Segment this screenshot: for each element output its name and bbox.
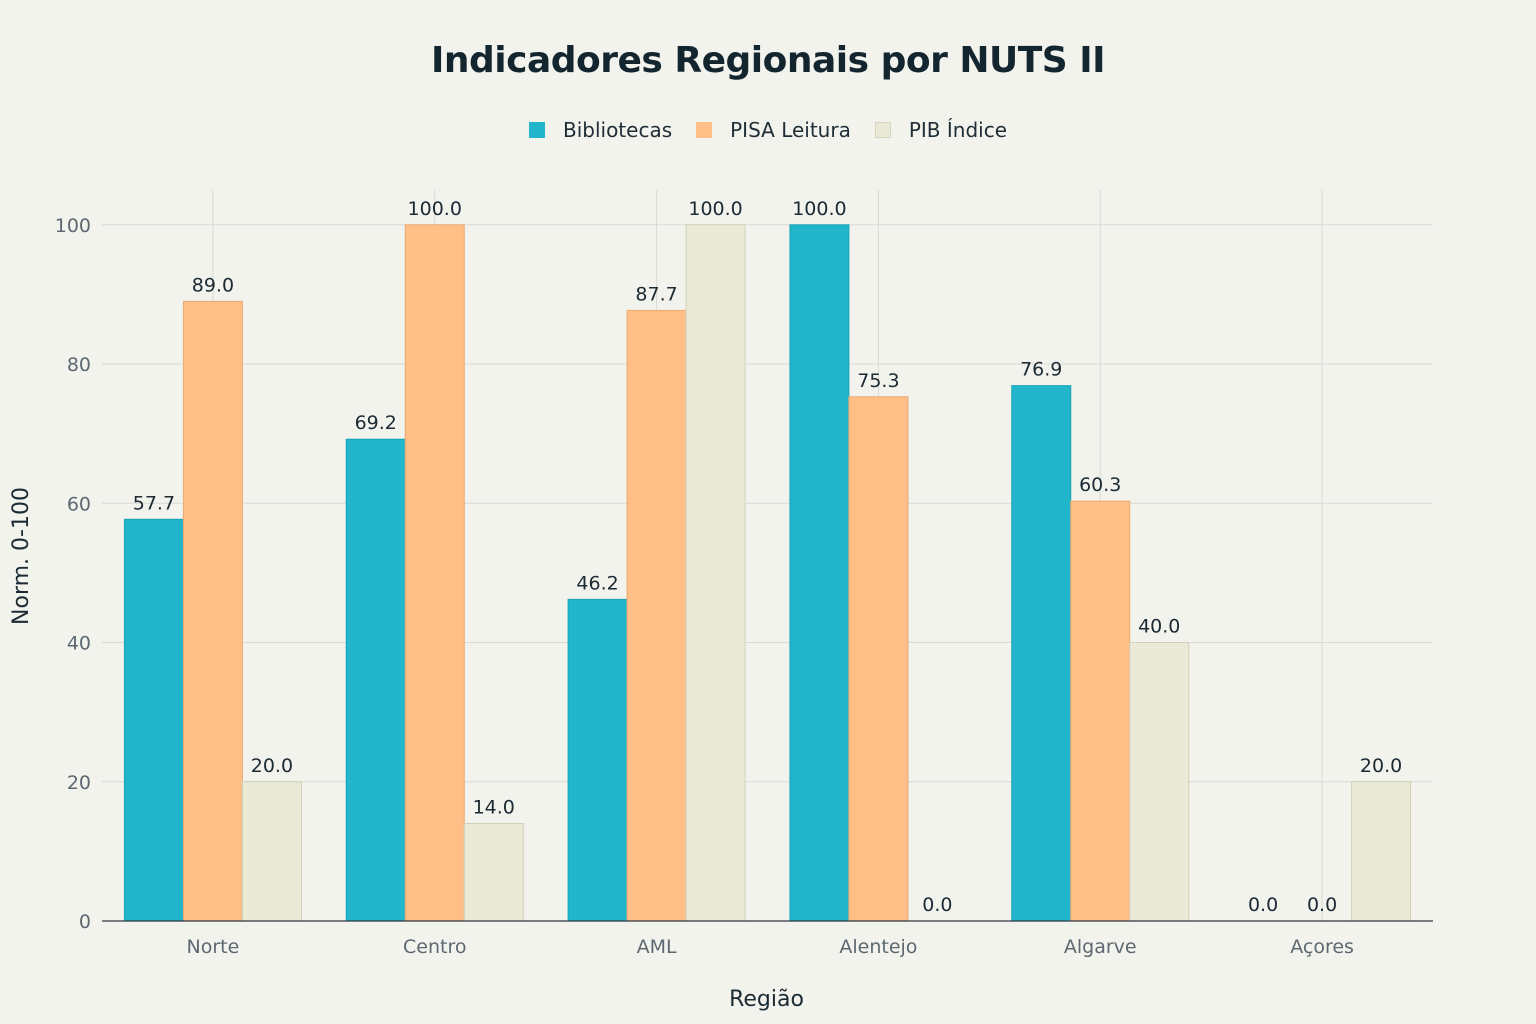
chart-title: Indicadores Regionais por NUTS II	[430, 40, 1106, 81]
bar-pisa-leitura-algarve	[1070, 500, 1131, 922]
value-label-pisa-leitura-algarve: 60.3	[1079, 474, 1121, 496]
bar-pisa-leitura-centro	[404, 224, 465, 922]
bar-pib-indice-aml	[685, 224, 746, 922]
y-tick-label-60: 60	[67, 493, 91, 515]
bar-bibliotecas-centro	[345, 438, 406, 922]
value-label-bibliotecas-alentejo: 100.0	[792, 198, 846, 220]
y-tick-label-100: 100	[55, 215, 91, 237]
x-tick-label-aml: AML	[637, 936, 677, 958]
y-tick-label-0: 0	[79, 911, 91, 933]
legend-label-bibliotecas: Bibliotecas	[562, 118, 673, 142]
legend-label-pib-indice: PIB Índice	[908, 118, 1008, 142]
value-label-bibliotecas-acores: 0.0	[1248, 894, 1278, 916]
x-tick-label-algarve: Algarve	[1064, 936, 1137, 958]
x-tick-label-acores: Açores	[1290, 936, 1354, 958]
legend-swatch-pib-indice	[874, 122, 891, 138]
x-tick-label-alentejo: Alentejo	[839, 936, 917, 958]
value-label-pisa-leitura-acores: 0.0	[1307, 894, 1337, 916]
x-tick-label-norte: Norte	[187, 936, 240, 958]
legend: Bibliotecas PISA Leitura PIB Índice	[0, 118, 1536, 142]
bar-bibliotecas-aml	[567, 598, 628, 922]
value-label-pib-indice-norte: 20.0	[251, 755, 293, 777]
value-label-pisa-leitura-norte: 89.0	[192, 274, 234, 296]
bar-bibliotecas-algarve	[1011, 385, 1072, 922]
value-label-pib-indice-centro: 14.0	[473, 797, 515, 819]
bar-pib-indice-acores	[1351, 781, 1412, 922]
legend-swatch-pisa-leitura	[696, 122, 713, 138]
y-tick-label-80: 80	[67, 354, 91, 376]
value-label-pib-indice-alentejo: 0.0	[922, 894, 952, 916]
bar-pisa-leitura-aml	[626, 309, 687, 922]
value-label-bibliotecas-centro: 69.2	[355, 412, 397, 434]
legend-item-pib-indice[interactable]: PIB Índice	[874, 118, 1008, 142]
bar-bibliotecas-norte	[123, 518, 184, 922]
value-label-pisa-leitura-centro: 100.0	[408, 198, 462, 220]
bar-pib-indice-centro	[463, 823, 524, 922]
bar-pib-indice-norte	[241, 781, 302, 922]
value-label-bibliotecas-algarve: 76.9	[1020, 359, 1062, 381]
y-axis-title: Norm. 0-100	[9, 487, 34, 625]
bar-pisa-leitura-alentejo	[848, 396, 909, 922]
y-tick-label-20: 20	[67, 772, 91, 794]
y-tick-label-40: 40	[67, 633, 91, 655]
x-axis-title: Região	[729, 987, 804, 1012]
legend-item-bibliotecas[interactable]: Bibliotecas	[528, 118, 673, 142]
value-label-bibliotecas-norte: 57.7	[133, 492, 175, 514]
value-label-pib-indice-acores: 20.0	[1360, 755, 1402, 777]
legend-item-pisa-leitura[interactable]: PISA Leitura	[696, 118, 851, 142]
value-label-pib-indice-aml: 100.0	[688, 198, 742, 220]
value-label-pisa-leitura-aml: 87.7	[635, 283, 677, 305]
value-label-pisa-leitura-alentejo: 75.3	[857, 370, 899, 392]
bar-pisa-leitura-norte	[182, 300, 243, 922]
value-label-bibliotecas-aml: 46.2	[576, 572, 618, 594]
legend-swatch-bibliotecas	[528, 122, 545, 138]
x-tick-label-centro: Centro	[403, 936, 466, 958]
legend-label-pisa-leitura: PISA Leitura	[730, 118, 851, 142]
bar-pib-indice-algarve	[1129, 642, 1190, 922]
value-label-pib-indice-algarve: 40.0	[1138, 616, 1180, 638]
bar-bibliotecas-alentejo	[789, 224, 850, 922]
